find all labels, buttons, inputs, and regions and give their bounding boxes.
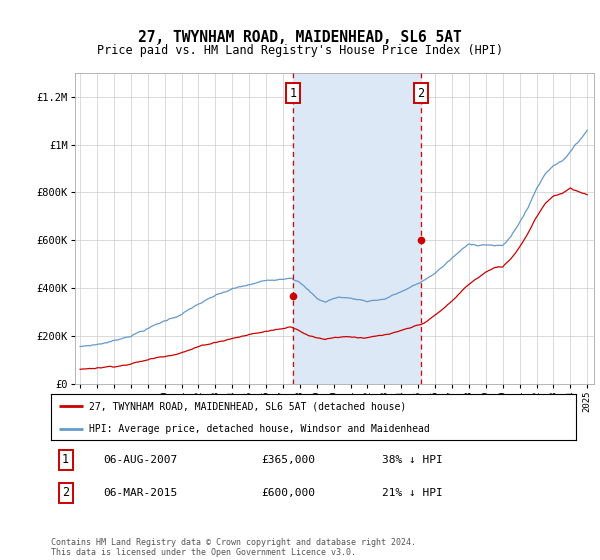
Text: 27, TWYNHAM ROAD, MAIDENHEAD, SL6 5AT: 27, TWYNHAM ROAD, MAIDENHEAD, SL6 5AT [138,30,462,45]
Text: 1: 1 [62,454,69,466]
Text: HPI: Average price, detached house, Windsor and Maidenhead: HPI: Average price, detached house, Wind… [89,424,430,435]
Text: £365,000: £365,000 [261,455,315,465]
Text: 2: 2 [418,87,425,100]
Text: 38% ↓ HPI: 38% ↓ HPI [382,455,443,465]
Text: 06-MAR-2015: 06-MAR-2015 [104,488,178,498]
Text: 2: 2 [62,486,69,500]
Text: Price paid vs. HM Land Registry's House Price Index (HPI): Price paid vs. HM Land Registry's House … [97,44,503,57]
Bar [293,73,421,384]
Text: 06-AUG-2007: 06-AUG-2007 [104,455,178,465]
Text: 21% ↓ HPI: 21% ↓ HPI [382,488,443,498]
Text: 27, TWYNHAM ROAD, MAIDENHEAD, SL6 5AT (detached house): 27, TWYNHAM ROAD, MAIDENHEAD, SL6 5AT (d… [89,401,406,411]
Text: 1: 1 [289,87,296,100]
Text: £600,000: £600,000 [261,488,315,498]
Text: Contains HM Land Registry data © Crown copyright and database right 2024.
This d: Contains HM Land Registry data © Crown c… [51,538,416,557]
